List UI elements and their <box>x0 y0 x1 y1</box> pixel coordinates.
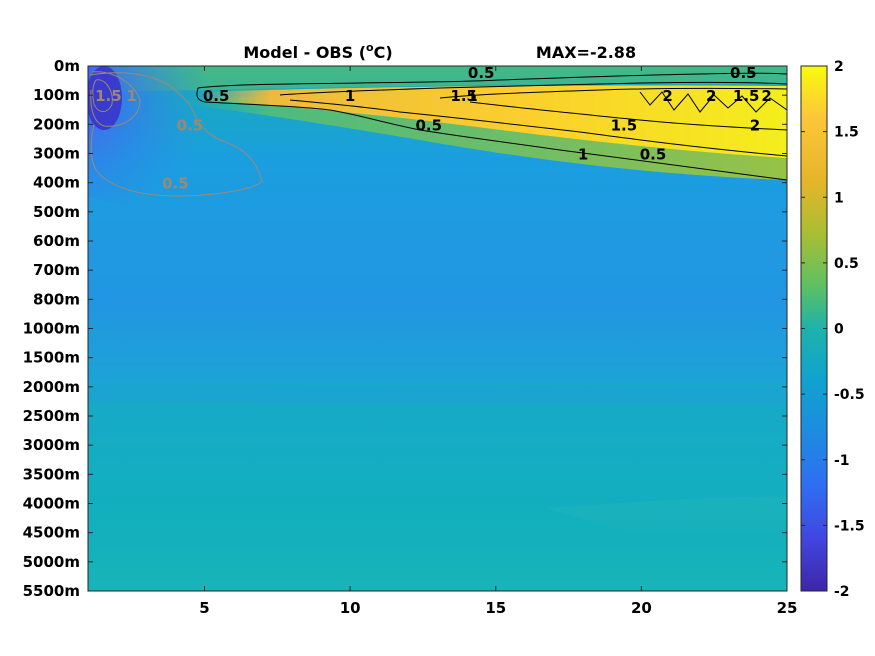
heatmap-surface-green <box>88 66 787 92</box>
heatmap-field <box>88 66 787 591</box>
colorbar-tick-label: 1 <box>834 190 844 206</box>
y-tick-label: 800m <box>33 290 80 308</box>
x-tick-label: 15 <box>485 599 506 617</box>
contour-label: 1 <box>345 87 355 105</box>
contour-line-1 <box>279 81 787 157</box>
y-tick-label: 300m <box>33 145 80 163</box>
contour-label: 1.5 <box>611 116 638 134</box>
contour-label: 0.5 <box>640 146 667 164</box>
y-tick-label: 1500m <box>23 349 80 367</box>
y-tick-label: 3500m <box>23 465 80 483</box>
contour-label: 1.5 <box>450 87 477 105</box>
contour-label: 1 <box>578 146 588 164</box>
contour-lines <box>89 71 787 197</box>
y-tick-label: 5000m <box>23 553 80 571</box>
heatmap-cold-center <box>88 66 122 130</box>
y-tick-label: 700m <box>33 261 80 279</box>
y-tick-label: 1000m <box>23 320 80 338</box>
heatmap-deep-wedge <box>545 496 787 530</box>
contour-label: 0.5 <box>415 116 442 134</box>
colorbar-tick-label: 0.5 <box>834 256 859 272</box>
y-tick-label: 5500m <box>23 582 80 600</box>
chart-title: Model - OBS (oC) <box>243 41 392 62</box>
max-label: MAX=-2.88 <box>536 43 636 62</box>
contour-label: 1.5 <box>95 87 122 105</box>
contour-label: 2 <box>750 116 760 134</box>
y-axis: 0m 100m 200m 300m 400m 500m 600m 700m 800m 1000m 1… <box>23 57 787 600</box>
contour-line-minus-0.5 <box>89 72 263 197</box>
colorbar-tick-label: 1.5 <box>834 125 859 141</box>
y-tick-label: 4500m <box>23 524 80 542</box>
colorbar-tick-label: 2 <box>834 59 844 75</box>
x-tick-label: 5 <box>199 599 209 617</box>
contour-label: 2 <box>706 87 716 105</box>
y-tick-label: 2500m <box>23 407 80 425</box>
contour-line-2 <box>639 91 787 113</box>
y-tick-label: 2000m <box>23 378 80 396</box>
x-tick-label: 10 <box>340 599 361 617</box>
y-tick-label: 0m <box>54 57 80 75</box>
contour-label: 0.5 <box>162 175 189 193</box>
contour-label: 0.5 <box>730 64 757 82</box>
contour-label: 0.5 <box>468 64 495 82</box>
contour-label: 1.5 <box>733 87 760 105</box>
colorbar-tick-label: -0.5 <box>834 387 865 403</box>
heatmap-lower-cool-band <box>88 385 787 405</box>
contour-label: 0.5 <box>203 87 230 105</box>
contour-label: 1 <box>467 87 477 105</box>
y-tick-label: 200m <box>33 115 80 133</box>
contour-label: 2 <box>761 87 771 105</box>
colorbar-tick-label: -2 <box>834 584 850 600</box>
contour-line-minus-1 <box>90 71 141 127</box>
colorbar-ticks: 2 1.5 1 0.5 0 -0.5 -1 -1.5 -2 <box>801 59 865 600</box>
contour-line-1.5 <box>439 87 787 131</box>
heatmap-cold-core <box>88 66 225 205</box>
colorbar-tick-label: 0 <box>834 322 844 338</box>
colorbar-tick-label: -1.5 <box>834 518 865 534</box>
contour-line-0.5-top <box>197 72 787 89</box>
y-tick-label: 500m <box>33 203 80 221</box>
y-tick-label: 400m <box>33 174 80 192</box>
contour-label: 0.5 <box>177 116 204 134</box>
contour-line-0.5-upper <box>196 87 787 181</box>
x-tick-label: 25 <box>777 599 798 617</box>
contour-labels: 0.50.5 0.511.510.52 2 1.5 221.51 0.50.50.511.… <box>95 64 772 193</box>
y-tick-label: 600m <box>33 232 80 250</box>
contour-label: 2 <box>662 87 672 105</box>
x-tick-label: 20 <box>631 599 652 617</box>
contour-label: 1 <box>126 87 136 105</box>
y-tick-label: 4000m <box>23 495 80 513</box>
colorbar-tick-label: -1 <box>834 453 850 469</box>
y-tick-label: 3000m <box>23 436 80 454</box>
y-tick-label: 100m <box>33 86 80 104</box>
x-axis: 5 10 15 20 25 <box>199 66 797 617</box>
colorbar <box>800 65 828 592</box>
contour-line-minus-1.5 <box>92 79 113 112</box>
